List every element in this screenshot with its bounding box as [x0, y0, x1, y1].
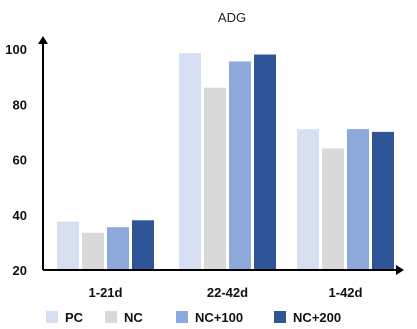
legend-label-NC+100: NC+100 — [195, 310, 243, 325]
bar-22-42d-NC — [204, 87, 226, 270]
legend-swatch-NC+100 — [176, 311, 188, 323]
bar-1-21d-NC — [82, 232, 104, 270]
legend-label-NC+200: NC+200 — [293, 310, 341, 325]
bars-group — [57, 53, 394, 271]
bar-1-42d-PC — [297, 129, 319, 270]
y-tick-label: 80 — [13, 97, 27, 112]
x-tick-label: 1-42d — [329, 285, 363, 300]
legend: PC NC NC+100 NC+200 — [46, 310, 341, 325]
bar-22-42d-NC+100 — [229, 61, 251, 271]
legend-swatch-PC — [46, 311, 58, 323]
bar-1-21d-NC+200 — [132, 220, 154, 270]
legend-swatch-NC — [105, 311, 117, 323]
bar-1-21d-PC — [57, 221, 79, 270]
x-tick-label: 22-42d — [207, 285, 248, 300]
legend-label-PC: PC — [65, 310, 84, 325]
x-tick-labels: 1-21d 22-42d 1-42d — [89, 285, 363, 300]
y-tick-label: 40 — [13, 208, 27, 223]
y-axis-arrow — [38, 36, 48, 44]
x-tick-label: 1-21d — [89, 285, 123, 300]
bar-1-42d-NC+200 — [372, 131, 394, 270]
y-tick-label: 20 — [13, 263, 27, 278]
bar-22-42d-NC+200 — [254, 54, 276, 271]
y-tick-labels: 20 40 60 80 100 — [5, 42, 27, 278]
y-tick-label: 60 — [13, 153, 27, 168]
x-axis-arrow — [396, 265, 404, 275]
y-tick-label: 100 — [5, 42, 27, 57]
bar-1-42d-NC — [322, 148, 344, 270]
chart-title: ADG — [218, 10, 246, 25]
axes-group — [38, 36, 404, 275]
bar-1-42d-NC+100 — [347, 129, 369, 270]
bar-1-21d-NC+100 — [107, 227, 129, 270]
legend-label-NC: NC — [124, 310, 143, 325]
legend-swatch-NC+200 — [274, 311, 286, 323]
bar-22-42d-PC — [179, 53, 201, 270]
